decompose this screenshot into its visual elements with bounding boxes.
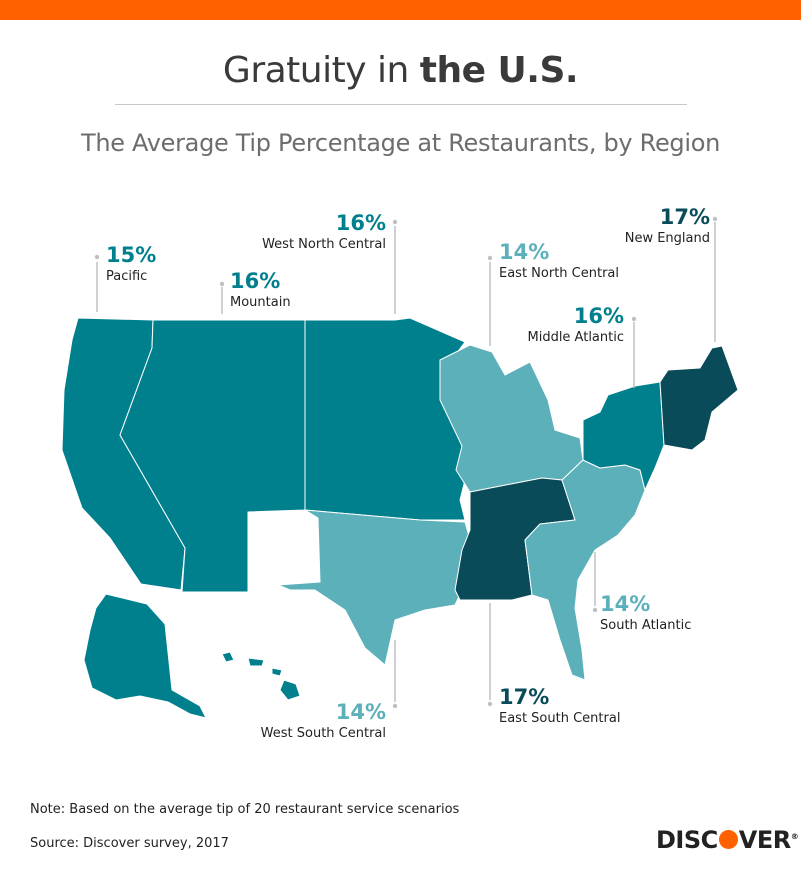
label-mountain: 16% Mountain [230,269,291,310]
name-new-england: New England [624,231,710,246]
name-south-atlantic: South Atlantic [600,618,692,633]
logo-text-right: VER [738,826,791,854]
footnote: Note: Based on the average tip of 20 res… [30,802,460,817]
region-shape-alaska [83,593,207,719]
top-accent-bar [0,0,801,20]
name-mountain: Mountain [230,295,291,310]
title-bold: the U.S. [419,50,579,91]
region-shape-east-north-central [439,344,584,493]
logo-orange-dot-icon [718,830,738,849]
pct-pacific: 15% [106,243,157,267]
logo-text-left: DISC [656,826,718,854]
name-east-south-central: East South Central [499,711,621,726]
region-shape-new-england [659,345,739,451]
pct-east-north-central: 14% [499,240,550,264]
region-shape-hawaii [221,651,301,701]
title-regular: Gratuity in [222,50,420,91]
region-shape-west-north-central [304,317,469,521]
title-divider [115,104,687,105]
pct-new-england: 17% [659,205,710,229]
source-line: Source: Discover survey, 2017 [30,836,229,851]
name-west-south-central: West South Central [260,726,386,741]
label-east-south-central: 17% East South Central [499,685,620,726]
pct-west-south-central: 14% [335,700,386,724]
label-east-north-central: 14% East North Central [499,240,619,281]
region-shape-middle-atlantic [582,381,665,491]
pct-middle-atlantic: 16% [573,304,624,328]
pct-east-south-central: 17% [499,685,550,709]
logo-registered-mark: ® [790,832,799,841]
pct-south-atlantic: 14% [600,592,651,616]
label-pacific: 15% Pacific [106,243,156,284]
label-south-atlantic: 14% South Atlantic [600,592,691,633]
page-title: Gratuity in the U.S. [0,50,801,91]
label-west-south-central: 14% West South Central [238,700,386,741]
name-east-north-central: East North Central [499,266,620,281]
name-pacific: Pacific [106,269,148,284]
pct-west-north-central: 16% [335,211,386,235]
label-middle-atlantic: 16% Middle Atlantic [500,304,624,345]
pct-mountain: 16% [230,269,281,293]
name-middle-atlantic: Middle Atlantic [527,330,624,345]
region-shape-west-south-central [277,509,471,666]
page-subtitle: The Average Tip Percentage at Restaurant… [80,129,721,157]
discover-logo: DISC VER® [656,826,799,854]
label-new-england: 17% New England [600,205,710,246]
name-west-north-central: West North Central [262,237,386,252]
label-west-north-central: 16% West North Central [238,211,386,252]
